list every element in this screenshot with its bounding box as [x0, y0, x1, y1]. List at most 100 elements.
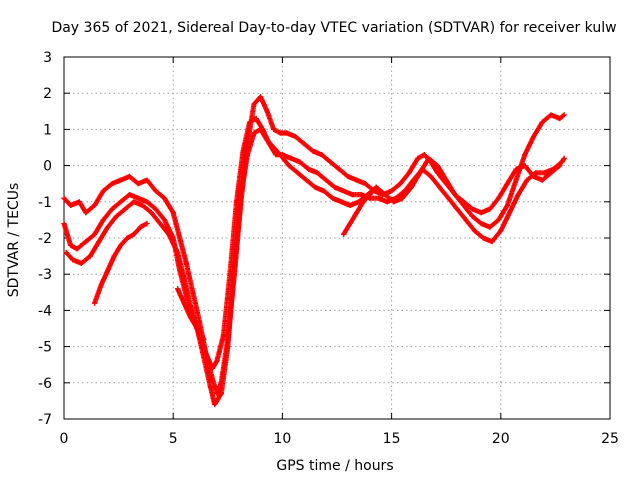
data-point [513, 166, 519, 172]
tick-label-layer: 0 5 10 15 20 25 -7 -6 -5 -4 -3 -2 -1 0 1 2 3 [38, 50, 619, 447]
data-point [360, 199, 366, 205]
data-point [253, 115, 259, 122]
data-point [301, 141, 307, 147]
data-point [177, 235, 183, 241]
data-point [231, 264, 237, 270]
data-point [504, 202, 510, 209]
data-point [354, 177, 360, 183]
data-point [105, 224, 111, 230]
data-point [382, 191, 388, 198]
data-point [78, 260, 85, 266]
x-tick-label: 25 [601, 431, 619, 447]
data-point [113, 213, 120, 219]
x-tick-label: 5 [169, 431, 178, 447]
data-point [480, 235, 486, 241]
data-point [487, 224, 493, 230]
data-point [277, 152, 283, 158]
data-point [286, 163, 292, 169]
data-point [515, 191, 521, 198]
data-point [91, 231, 98, 237]
data-point [264, 108, 270, 114]
x-tick-label: 20 [492, 431, 510, 447]
data-point [356, 199, 362, 205]
series-track-c [63, 126, 563, 408]
data-point [251, 101, 257, 107]
data-point [277, 130, 283, 136]
y-tick-label: 2 [43, 86, 52, 102]
data-point [469, 213, 476, 219]
data-point [87, 253, 93, 259]
grid-layer [64, 57, 610, 419]
data-point [306, 166, 312, 172]
series-track-e [174, 286, 207, 342]
data-point [347, 202, 353, 209]
data-point [238, 191, 244, 198]
y-tick-label: -7 [38, 412, 52, 428]
y-tick-label: 1 [43, 122, 52, 138]
y-tick-label: 3 [43, 50, 52, 66]
data-point [61, 195, 67, 201]
data-point [548, 112, 554, 118]
data-point [212, 401, 218, 408]
data-point [126, 191, 133, 198]
data-point [126, 173, 133, 180]
data-point [478, 210, 484, 216]
tick-layer [63, 56, 611, 420]
data-point [487, 206, 493, 212]
data-point [327, 159, 334, 165]
series-track-a [61, 94, 567, 397]
data-point [340, 231, 347, 237]
data-point [303, 177, 310, 183]
data-point [312, 184, 318, 190]
data-point [70, 257, 76, 263]
data-point [461, 199, 467, 205]
data-point [244, 152, 251, 158]
data-point [100, 217, 106, 223]
data-point [100, 188, 106, 194]
data-point [539, 119, 545, 125]
data-point [336, 166, 342, 172]
data-point [367, 191, 373, 198]
data-point [181, 300, 187, 306]
data-point [498, 228, 504, 234]
data-point [67, 242, 74, 248]
data-point [292, 134, 299, 140]
data-point [153, 188, 159, 194]
data-point [220, 333, 227, 339]
data-point [288, 155, 294, 161]
data-point [443, 177, 449, 183]
y-tick-label: -6 [38, 376, 52, 392]
data-point [190, 289, 196, 295]
data-point [522, 163, 528, 169]
data-point [434, 163, 441, 169]
y-tick-label: -1 [38, 195, 52, 211]
data-point [98, 282, 104, 288]
data-point [452, 191, 458, 198]
data-point [397, 181, 403, 187]
data-point [559, 159, 565, 165]
data-point [522, 152, 528, 158]
data-point [445, 195, 451, 201]
x-tick-label: 10 [273, 431, 291, 447]
data-point [131, 231, 137, 237]
x-tick-label: 0 [60, 431, 69, 447]
data-layer [61, 94, 567, 408]
data-point [524, 177, 530, 183]
data-point [135, 195, 141, 201]
data-point [131, 199, 137, 205]
data-point [61, 220, 67, 227]
data-point [257, 94, 264, 100]
data-point [454, 206, 460, 212]
y-tick-label: -2 [38, 231, 52, 247]
data-point [319, 152, 325, 158]
series-trail [175, 286, 207, 342]
data-point [561, 112, 567, 118]
data-point [373, 184, 379, 190]
data-point [201, 354, 207, 361]
data-point [111, 253, 117, 259]
data-point [375, 195, 382, 201]
data-point [122, 206, 128, 212]
data-point [310, 148, 316, 154]
data-point [541, 170, 548, 176]
